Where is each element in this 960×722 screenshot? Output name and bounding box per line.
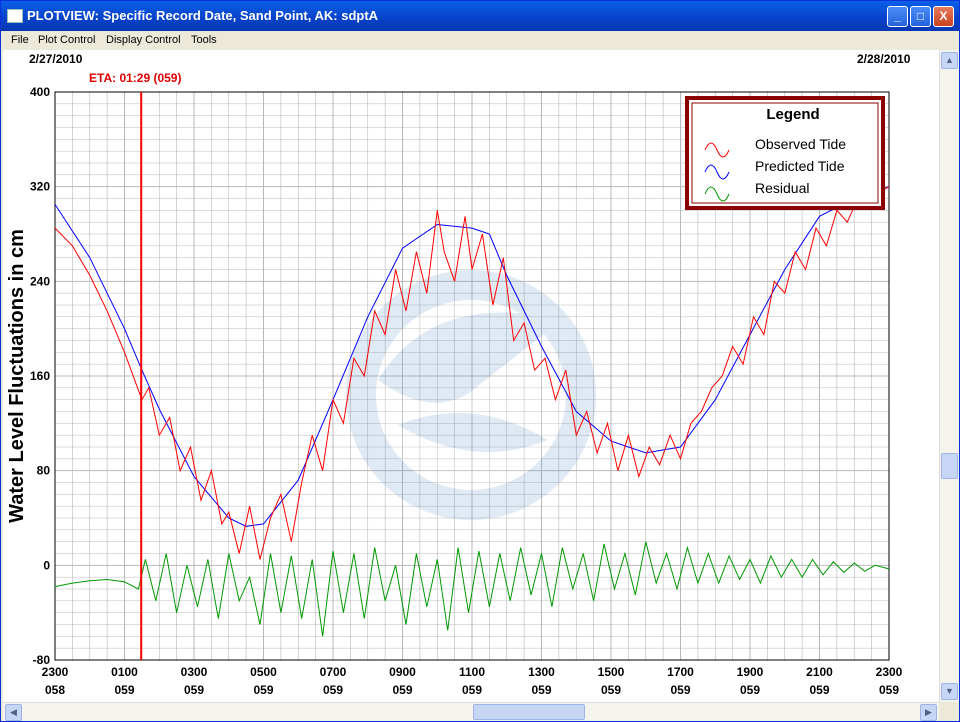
- x-tick-time-label: 2300: [42, 665, 69, 679]
- scroll-up-arrow-icon[interactable]: ▲: [941, 52, 958, 69]
- x-tick-day-label: 058: [45, 683, 65, 697]
- date-left-label: 2/27/2010: [29, 52, 83, 66]
- series-line-predicted-tide: [54, 186, 890, 527]
- x-tick-day-label: 059: [879, 683, 899, 697]
- tide-chart[interactable]: 400 320 240 160 80 0 -80 2300 058 0100 059 0300 059…: [3, 50, 939, 702]
- legend-item-label: Residual: [755, 180, 809, 196]
- minimize-button[interactable]: _: [887, 6, 908, 27]
- y-tick-label: -80: [33, 653, 51, 667]
- legend-swatch-icon: [704, 164, 730, 180]
- x-tick-day-label: 059: [601, 683, 621, 697]
- series-layer: [54, 186, 890, 637]
- x-tick-time-label: 1500: [598, 665, 625, 679]
- x-tick-time-label: 2100: [806, 665, 833, 679]
- x-tick-day-label: 059: [531, 683, 551, 697]
- x-tick-day-label: 059: [184, 683, 204, 697]
- legend-item-label: Predicted Tide: [755, 158, 845, 174]
- app-window-icon: [7, 9, 23, 23]
- plot-frame: [54, 91, 890, 661]
- y-tick-label: 400: [30, 85, 50, 99]
- x-tick-time-label: 1900: [737, 665, 764, 679]
- x-tick-time-label: 1300: [528, 665, 555, 679]
- x-tick-time-label: 0100: [111, 665, 138, 679]
- size-grip[interactable]: [939, 702, 958, 720]
- vertical-scrollbar[interactable]: ▲ ▼: [939, 50, 959, 702]
- legend-item-label: Observed Tide: [755, 136, 846, 152]
- x-tick-day-label: 059: [323, 683, 343, 697]
- x-tick-time-label: 2300: [876, 665, 903, 679]
- menu-display-control[interactable]: Display Control: [106, 34, 181, 46]
- x-tick-time-label: 0900: [389, 665, 416, 679]
- y-axis-ticks: 400 320 240 160 80 0 -80: [30, 85, 50, 667]
- plot-area[interactable]: 400 320 240 160 80 0 -80 2300 058 0100 059 0300 059…: [3, 50, 939, 702]
- x-tick-day-label: 059: [392, 683, 412, 697]
- x-tick-time-label: 0700: [320, 665, 347, 679]
- x-tick-time-label: 1700: [667, 665, 694, 679]
- close-button[interactable]: X: [933, 6, 954, 27]
- y-tick-label: 320: [30, 180, 50, 194]
- vertical-scroll-thumb[interactable]: [941, 453, 958, 479]
- maximize-button[interactable]: □: [910, 6, 931, 27]
- menu-plot-control[interactable]: Plot Control: [38, 34, 96, 46]
- x-tick-day-label: 059: [253, 683, 273, 697]
- x-tick-time-label: 0500: [250, 665, 277, 679]
- y-tick-label: 240: [30, 274, 50, 288]
- legend-box: Legend Observed Tide Predicted Tide Residu…: [685, 96, 885, 210]
- x-tick-day-label: 059: [670, 683, 690, 697]
- menu-bar: File Plot Control Display Control Tools: [3, 31, 957, 50]
- scroll-right-arrow-icon[interactable]: ▶: [920, 704, 937, 721]
- horizontal-scrollbar[interactable]: ◀ ▶: [3, 702, 939, 721]
- legend-swatch-icon: [704, 186, 730, 202]
- y-axis-label: Water Level Fluctuations in cm: [6, 229, 28, 523]
- window-title: PLOTVIEW: Specific Record Date, Sand Poi…: [27, 8, 379, 23]
- x-tick-day-label: 059: [114, 683, 134, 697]
- scroll-left-arrow-icon[interactable]: ◀: [5, 704, 22, 721]
- x-tick-day-label: 059: [740, 683, 760, 697]
- scroll-down-arrow-icon[interactable]: ▼: [941, 683, 958, 700]
- y-tick-label: 160: [30, 369, 50, 383]
- horizontal-scroll-thumb[interactable]: [473, 704, 585, 720]
- series-line-residual: [54, 541, 890, 637]
- y-tick-label: 80: [37, 464, 51, 478]
- date-right-label: 2/28/2010: [857, 52, 911, 66]
- x-tick-day-label: 059: [462, 683, 482, 697]
- legend-title: Legend: [766, 106, 819, 123]
- menu-file[interactable]: File: [11, 34, 29, 46]
- noaa-watermark-logo: [346, 270, 596, 520]
- title-bar[interactable]: PLOTVIEW: Specific Record Date, Sand Poi…: [1, 1, 959, 31]
- y-tick-label: 0: [43, 558, 50, 572]
- menu-tools[interactable]: Tools: [191, 34, 217, 46]
- x-axis-ticks: 2300 058 0100 059 0300 059 0500 059 0700 059 0900 0…: [42, 665, 903, 697]
- legend-swatch-icon: [704, 142, 730, 158]
- x-tick-day-label: 059: [809, 683, 829, 697]
- x-tick-time-label: 0300: [181, 665, 208, 679]
- eta-label: ETA: 01:29 (059): [89, 71, 181, 85]
- x-tick-time-label: 1100: [459, 665, 485, 679]
- series-line-observed-tide: [54, 186, 890, 560]
